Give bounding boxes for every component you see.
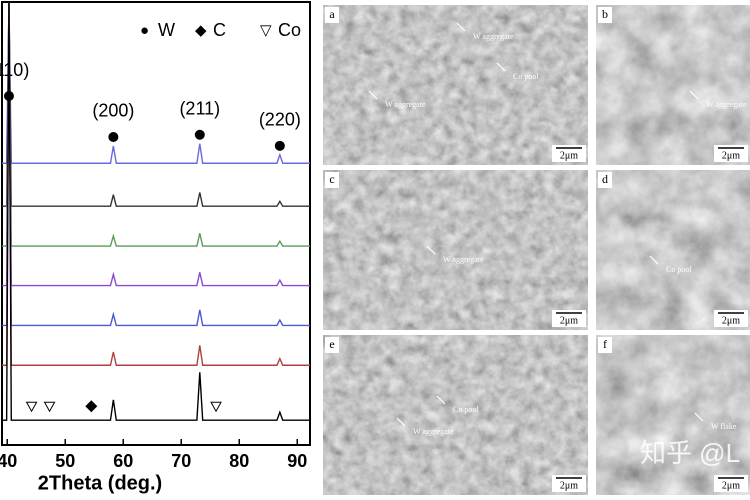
x-tick-label: 50: [55, 451, 75, 471]
panel-label-bg: [598, 172, 612, 188]
scale-bg: [714, 310, 748, 327]
peak-label: (200): [92, 101, 134, 121]
peak-marker: [274, 140, 285, 151]
legend-label: Co: [278, 20, 301, 40]
panel-label: c: [329, 172, 334, 186]
sem-note: W aggregate: [473, 32, 514, 41]
legend-symbol: ◆: [195, 22, 207, 39]
panel-label: a: [329, 7, 335, 21]
note-arrow: [368, 90, 378, 100]
x-tick-label: 60: [113, 451, 133, 471]
x-tick-label: 90: [287, 451, 307, 471]
panel-label: b: [602, 7, 608, 21]
panel-label-bg: [325, 172, 339, 188]
c-mark: [85, 400, 98, 413]
scale-label: 2μm: [560, 480, 578, 491]
panel-label: d: [602, 172, 608, 186]
sem-panels: a 2μm W aggregate W aggregate Co pool b 2μm W a…: [323, 4, 750, 495]
panel-label-bg: [325, 337, 339, 353]
peak-marker: [3, 91, 14, 101]
note-arrow: [649, 255, 659, 265]
sem-note: W aggregate: [413, 427, 454, 436]
x-tick-label: 80: [229, 451, 249, 471]
peak-marker: [194, 129, 205, 140]
x-tick-label: 40: [0, 451, 17, 471]
panel-label-bg: [598, 7, 612, 23]
sem-note: Co pool: [513, 72, 539, 81]
sem-note: Co pool: [453, 405, 479, 414]
note-arrow: [456, 22, 466, 32]
watermark: 知乎 @L: [640, 438, 740, 468]
scale-bg: [552, 475, 586, 492]
legend-label: C: [213, 20, 226, 40]
xrd-trace: [2, 2, 310, 287]
peak-label: (211): [179, 99, 220, 119]
sem-image: [323, 335, 588, 495]
co-mark: [43, 401, 56, 413]
note-arrow: [436, 395, 446, 405]
sem-image: [323, 170, 588, 330]
plot-frame: [1, 1, 311, 446]
scale-label: 2μm: [722, 480, 740, 491]
sem-image: [596, 5, 750, 165]
sem-inset: [457, 4, 589, 94]
legend-label: W: [158, 20, 175, 40]
sem-note: W flake: [711, 422, 737, 431]
scale-label: 2μm: [560, 150, 578, 161]
scale-bg: [552, 145, 586, 162]
xrd-trace: [2, 2, 310, 421]
scale-bg: [714, 475, 748, 492]
scale-label: 2μm: [560, 315, 578, 326]
sem-image: [596, 170, 750, 330]
peak-label: (220): [259, 110, 301, 130]
scale-bg: [714, 145, 748, 162]
scale-label: 2μm: [722, 150, 740, 161]
panel-label: e: [329, 337, 334, 351]
sem-note: W aggregate: [706, 100, 747, 109]
x-axis-label: 2Theta (deg.): [38, 472, 162, 494]
legend-symbol: ▽: [260, 22, 272, 39]
panel-label: f: [603, 337, 607, 351]
scale-label: 2μm: [722, 315, 740, 326]
note-arrow: [694, 412, 704, 422]
plot-area: [2, 2, 310, 421]
peak-marker: [108, 131, 119, 142]
panel-label-bg: [598, 337, 612, 353]
panel-label-bg: [325, 7, 339, 23]
xrd-chart: 40 50 60 70 80 90 2Theta (deg.) (110) (200) (211)…: [0, 1, 311, 494]
sem-note: Co pool: [666, 265, 692, 274]
legend-symbol: ●: [140, 22, 149, 39]
co-mark: [210, 401, 222, 413]
sem-note: W aggregate: [385, 100, 426, 109]
note-arrow: [689, 90, 699, 100]
sem-note: W aggregate: [443, 255, 484, 264]
xrd-trace: [2, 2, 310, 366]
note-arrow: [496, 62, 506, 72]
sem-image: [596, 335, 750, 495]
co-mark: [25, 401, 38, 413]
note-arrow: [426, 245, 436, 255]
scale-bg: [552, 310, 586, 327]
note-arrow: [396, 417, 406, 427]
x-tick-label: 70: [171, 451, 191, 471]
peak-label: (110): [0, 60, 29, 80]
